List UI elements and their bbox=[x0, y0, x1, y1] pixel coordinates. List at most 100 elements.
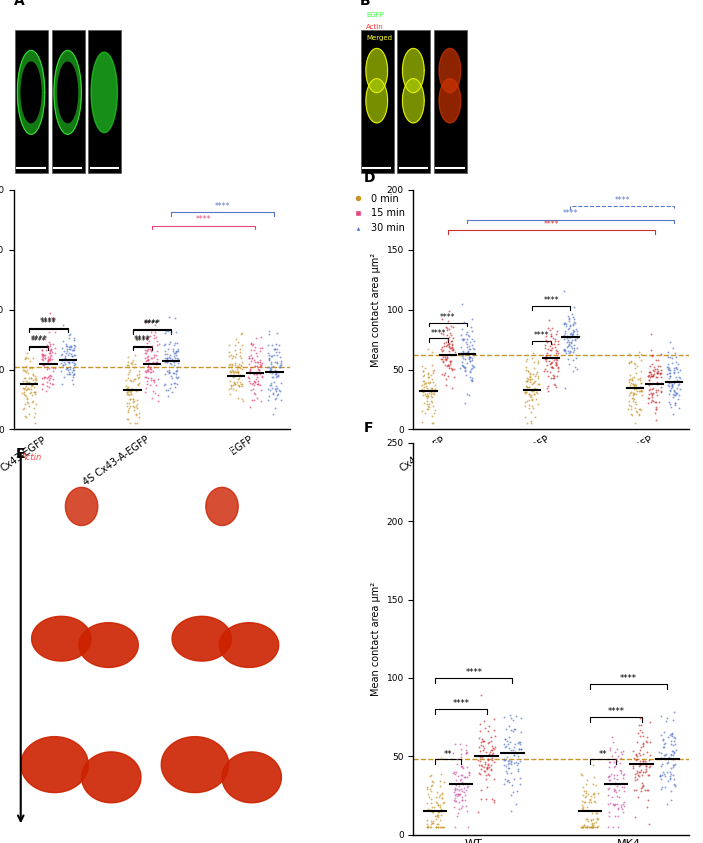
Point bbox=[515, 754, 526, 768]
Point bbox=[642, 736, 653, 749]
Point bbox=[159, 356, 170, 369]
Point bbox=[268, 342, 279, 356]
Point bbox=[64, 355, 75, 368]
Point bbox=[65, 367, 76, 380]
Point bbox=[663, 379, 674, 392]
Point bbox=[244, 363, 255, 377]
Point bbox=[643, 387, 654, 400]
Point bbox=[438, 820, 449, 834]
Point bbox=[662, 360, 673, 373]
Point bbox=[150, 349, 161, 362]
Point bbox=[172, 352, 183, 365]
Point bbox=[20, 365, 32, 379]
Point bbox=[654, 770, 665, 783]
Point bbox=[249, 343, 260, 357]
Point bbox=[123, 384, 134, 397]
Point bbox=[248, 386, 259, 400]
Point bbox=[246, 393, 257, 406]
Point bbox=[476, 689, 487, 702]
Point bbox=[636, 718, 647, 732]
Point bbox=[670, 386, 681, 400]
Point bbox=[422, 819, 433, 833]
Point bbox=[25, 383, 37, 396]
Point bbox=[227, 349, 238, 362]
Point bbox=[449, 362, 460, 376]
Point bbox=[652, 364, 664, 378]
Point bbox=[63, 329, 74, 342]
Point bbox=[651, 354, 662, 368]
Point bbox=[424, 370, 435, 384]
Point bbox=[456, 793, 467, 807]
Point bbox=[512, 756, 523, 770]
Point bbox=[124, 385, 136, 399]
Point bbox=[633, 402, 645, 416]
Point bbox=[270, 368, 281, 381]
Point bbox=[420, 379, 432, 393]
Point bbox=[444, 341, 456, 355]
Point bbox=[588, 794, 599, 808]
Point bbox=[665, 727, 676, 740]
Point bbox=[515, 737, 526, 750]
Point bbox=[633, 719, 645, 733]
Point bbox=[68, 353, 79, 367]
Point bbox=[546, 361, 557, 374]
Point bbox=[643, 384, 654, 397]
Point bbox=[56, 378, 67, 391]
Point bbox=[604, 744, 615, 757]
Point bbox=[20, 389, 32, 403]
Point bbox=[439, 358, 450, 372]
Point bbox=[591, 815, 602, 829]
Point bbox=[669, 363, 680, 377]
Point bbox=[57, 358, 68, 372]
Point bbox=[643, 368, 654, 382]
Point bbox=[485, 730, 496, 744]
Point bbox=[482, 762, 493, 776]
Point bbox=[647, 394, 659, 407]
Point bbox=[648, 367, 659, 380]
Point bbox=[69, 367, 80, 380]
Text: ****: **** bbox=[31, 337, 46, 346]
Point bbox=[631, 748, 642, 761]
Point bbox=[420, 361, 431, 374]
Point bbox=[559, 344, 570, 357]
Point bbox=[270, 356, 281, 369]
Point bbox=[514, 735, 525, 749]
Point bbox=[667, 738, 678, 752]
Point bbox=[424, 803, 435, 817]
Point bbox=[24, 371, 35, 384]
Point bbox=[227, 365, 238, 379]
Point bbox=[543, 342, 554, 356]
Point bbox=[463, 344, 474, 357]
Point bbox=[442, 333, 453, 346]
Point bbox=[465, 351, 476, 364]
Point bbox=[664, 363, 675, 377]
Point bbox=[121, 379, 132, 393]
Point bbox=[646, 357, 657, 371]
Point bbox=[646, 382, 657, 395]
Point bbox=[465, 320, 476, 334]
Point bbox=[526, 416, 537, 430]
Point bbox=[655, 380, 666, 394]
Point bbox=[666, 356, 678, 369]
Point bbox=[668, 769, 679, 782]
Polygon shape bbox=[54, 51, 82, 134]
Point bbox=[674, 378, 685, 391]
Point bbox=[17, 360, 28, 373]
Point bbox=[583, 787, 594, 801]
Point bbox=[472, 805, 484, 819]
Point bbox=[562, 330, 573, 344]
Point bbox=[27, 352, 39, 365]
Point bbox=[427, 364, 439, 378]
Point bbox=[571, 362, 582, 376]
Point bbox=[145, 329, 156, 342]
Point bbox=[669, 731, 681, 744]
Point bbox=[417, 405, 428, 418]
Point bbox=[141, 331, 152, 345]
Point bbox=[129, 348, 140, 362]
Point bbox=[167, 354, 179, 368]
Point bbox=[458, 332, 470, 346]
Point bbox=[131, 401, 143, 415]
Point bbox=[140, 346, 151, 360]
Point bbox=[664, 384, 675, 397]
Point bbox=[669, 746, 680, 760]
